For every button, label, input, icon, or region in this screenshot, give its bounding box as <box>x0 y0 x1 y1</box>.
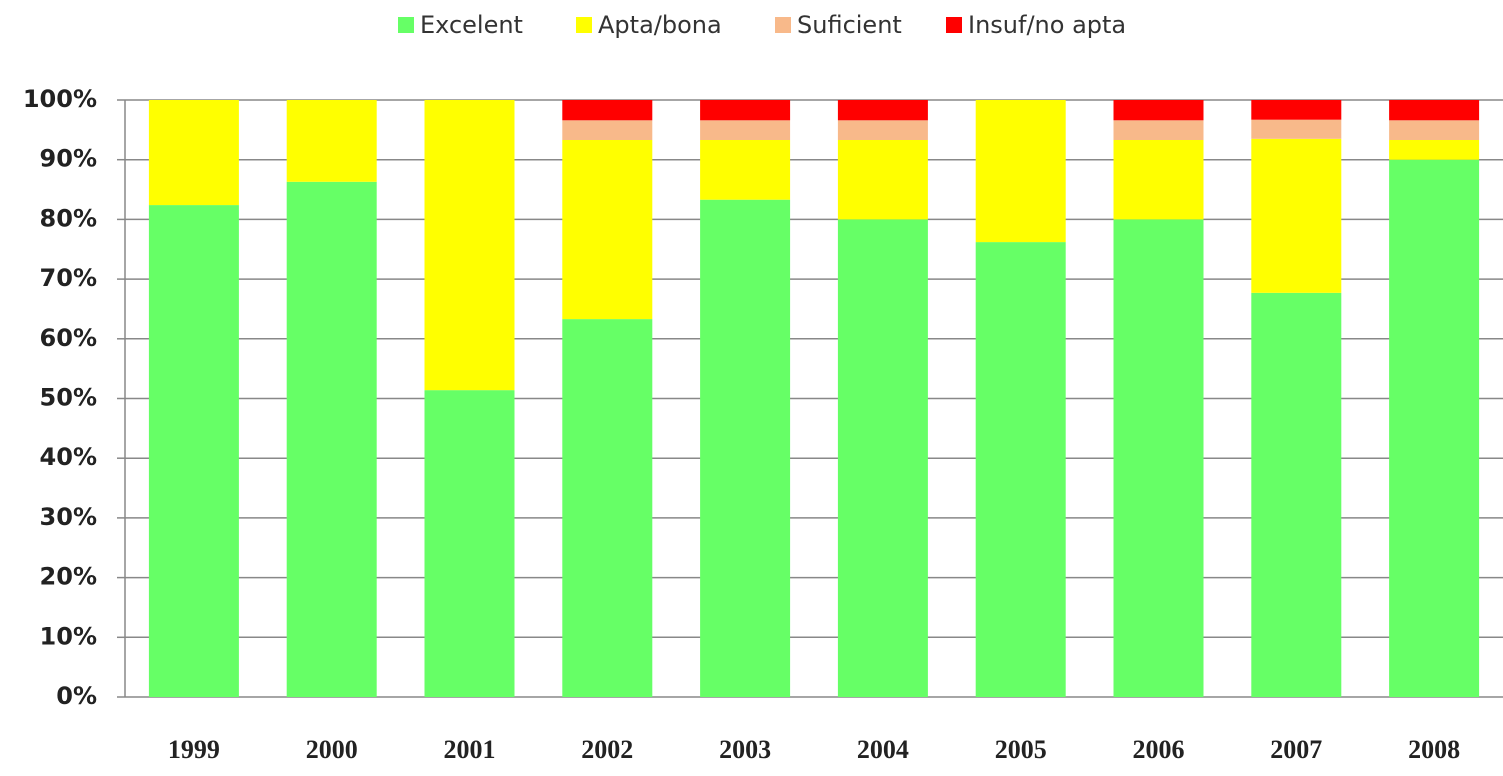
y-tick-label: 40% <box>40 443 97 471</box>
y-tick-label: 50% <box>40 384 97 412</box>
bar-segment <box>1113 100 1204 121</box>
bar-segment <box>562 100 653 121</box>
y-tick-label: 30% <box>40 503 97 531</box>
bar-segment <box>286 181 377 697</box>
x-tick-label: 2000 <box>306 735 358 764</box>
x-tick-label: 2006 <box>1133 735 1185 764</box>
bar-segment <box>700 100 791 121</box>
bar-segment <box>148 205 239 697</box>
bar-segment <box>1251 292 1342 697</box>
y-tick-label: 60% <box>40 324 97 352</box>
bar-segment <box>562 139 653 320</box>
bar-segment <box>700 139 791 200</box>
legend-swatch <box>775 17 791 33</box>
legend-swatch <box>946 17 962 33</box>
y-tick-label: 70% <box>40 264 97 292</box>
bar-segment <box>1389 100 1480 121</box>
legend-swatch <box>576 17 592 33</box>
bar-segment <box>1251 138 1342 293</box>
bar-segment <box>1389 159 1480 697</box>
bar-segment <box>1113 139 1204 220</box>
y-tick-label: 100% <box>23 85 97 113</box>
bar-segment <box>1113 219 1204 697</box>
x-tick-label: 2001 <box>444 735 496 764</box>
y-tick-label: 0% <box>56 682 97 710</box>
x-tick-label: 2003 <box>719 735 771 764</box>
x-tick-label: 2007 <box>1270 735 1322 764</box>
bar-segment <box>1251 100 1342 120</box>
bar-segment <box>837 120 928 140</box>
y-tick-label: 90% <box>40 145 97 173</box>
x-tick-label: 2004 <box>857 735 909 764</box>
x-tick-label: 2002 <box>581 735 633 764</box>
y-tick-label: 10% <box>40 622 97 650</box>
bar-segment <box>148 100 239 206</box>
legend-label: Suficient <box>797 11 902 39</box>
bar-segment <box>1389 120 1480 140</box>
bar-segment <box>562 319 653 697</box>
bar-segment <box>286 100 377 182</box>
bar-segment <box>1113 120 1204 140</box>
bar-segment <box>1251 119 1342 139</box>
bar-segment <box>975 242 1066 697</box>
y-tick-label: 80% <box>40 204 97 232</box>
bar-segment <box>837 219 928 697</box>
bar-segment <box>837 100 928 121</box>
legend-label: Excelent <box>420 11 523 39</box>
bar-segment <box>700 120 791 140</box>
y-tick-label: 20% <box>40 563 97 591</box>
legend-label: Insuf/no apta <box>968 11 1126 39</box>
bar-segment <box>700 199 791 697</box>
bar-segment <box>562 120 653 140</box>
bar-segment <box>424 100 515 391</box>
bar-segment <box>1389 139 1480 160</box>
x-tick-label: 2005 <box>995 735 1047 764</box>
x-tick-label: 2008 <box>1408 735 1460 764</box>
bar-segment <box>837 139 928 220</box>
bar-segment <box>424 390 515 697</box>
legend-swatch <box>398 17 414 33</box>
legend-label: Apta/bona <box>598 11 722 39</box>
bar-segment <box>975 100 1066 243</box>
x-tick-label: 1999 <box>168 735 220 764</box>
